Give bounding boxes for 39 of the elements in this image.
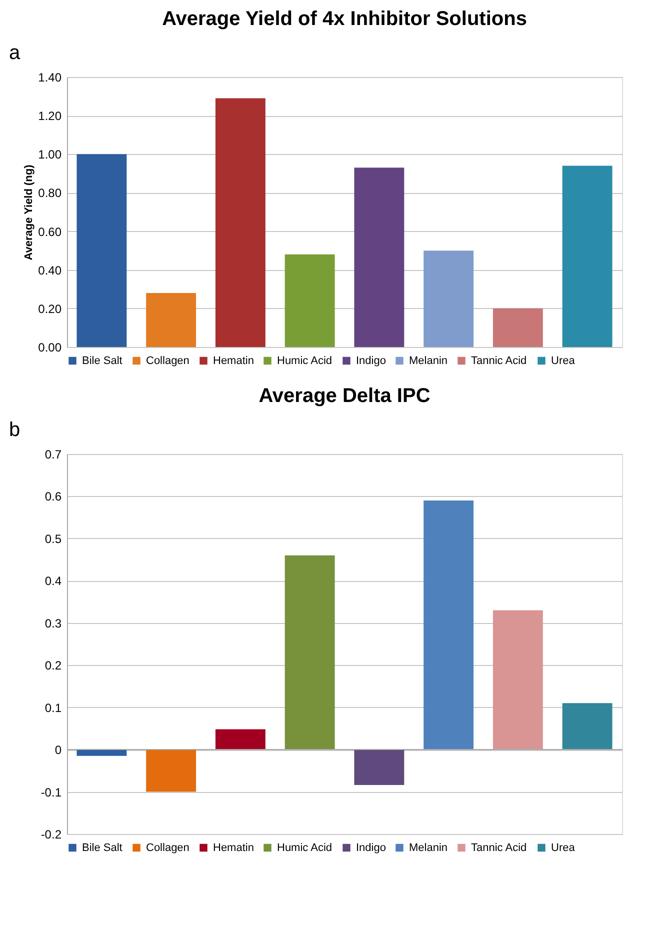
y-tick-label: 1.20 (38, 109, 62, 124)
y-tick-label: -0.2 (40, 828, 62, 842)
legend-label: Bile Salt (82, 842, 122, 854)
y-axis-title: Average Yield (ng) (23, 164, 36, 260)
y-tick-label: 0.20 (38, 302, 62, 316)
legend-label: Hematin (213, 354, 254, 367)
legend-label: Collagen (146, 842, 190, 854)
y-tick-label: 0.60 (38, 224, 62, 239)
legend-label: Melanin (409, 842, 448, 854)
y-tick-label: 0.1 (44, 700, 62, 715)
y-tick-label: 0 (54, 743, 62, 758)
legend-label: Tannic Acid (471, 354, 527, 367)
legend-label: Melanin (409, 354, 448, 367)
y-tick-label: 0.6 (44, 490, 62, 504)
y-tick-label: 0.3 (44, 616, 62, 630)
y-tick-label: 0.4 (44, 574, 62, 588)
y-tick-label: 1.40 (38, 70, 62, 84)
chart-title: Average Delta IPC (258, 385, 430, 407)
y-tick-label: 0.40 (38, 263, 62, 278)
y-tick-label: 0.7 (44, 448, 62, 462)
legend-label: Collagen (146, 354, 190, 367)
legend-label: Tannic Acid (471, 842, 527, 854)
legend-label: Indigo (356, 354, 386, 367)
y-tick-label: 0.80 (38, 186, 62, 200)
y-tick-label: 0.5 (44, 532, 62, 546)
chart-title: Average Yield of 4x Inhibitor Solutions (162, 8, 527, 30)
legend-label: Urea (551, 354, 576, 367)
y-tick-label: 1.00 (38, 148, 62, 162)
legend-label: Urea (551, 842, 576, 854)
y-tick-label: -0.1 (40, 785, 62, 800)
y-tick-label: 0.2 (44, 658, 62, 673)
legend-label: Indigo (356, 842, 386, 854)
text: b (9, 419, 20, 441)
y-tick-label: 0.00 (38, 340, 62, 354)
text: a (9, 42, 21, 64)
legend-label: Bile Salt (82, 354, 122, 367)
legend-label: Humic Acid (277, 354, 332, 367)
legend-label: Hematin (213, 842, 254, 854)
legend-label: Humic Acid (277, 842, 332, 854)
